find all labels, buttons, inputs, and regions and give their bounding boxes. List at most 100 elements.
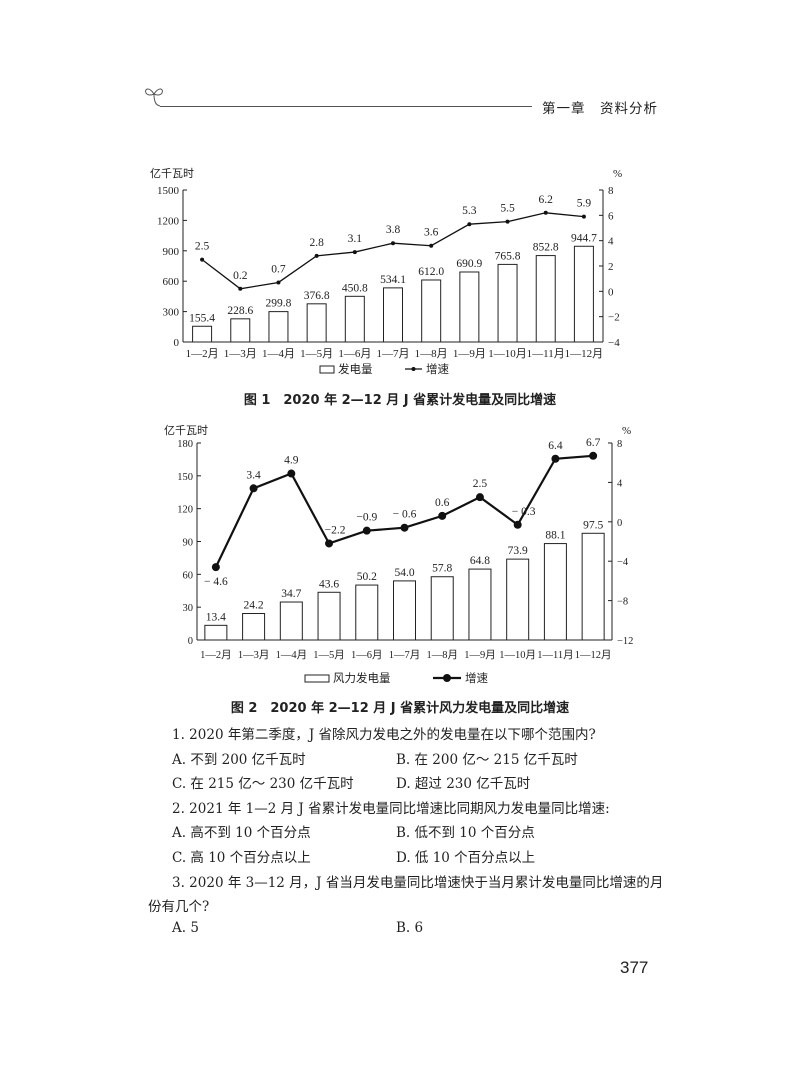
growth-value-label: 2.5	[195, 241, 210, 253]
legend-bar-swatch	[319, 365, 335, 374]
x-tick-label: 1—12月	[565, 348, 604, 360]
bar	[468, 568, 492, 641]
growth-value-label: −2.2	[325, 524, 346, 536]
y-tick-label: 90	[183, 538, 194, 549]
y2-tick-label: −4	[608, 337, 620, 349]
y2-tick-label: −8	[617, 597, 628, 608]
growth-point	[200, 257, 205, 262]
legend-line-label: 增速	[465, 671, 488, 685]
header-rule	[160, 106, 532, 107]
legend-line-dot	[411, 367, 416, 371]
growth-value-label: − 0.3	[512, 506, 536, 518]
bar-value-label: 852.8	[533, 242, 559, 254]
growth-value-label: 5.5	[500, 203, 515, 215]
growth-value-label: 0.6	[435, 497, 450, 509]
bar	[459, 271, 480, 343]
x-tick-label: 1—11月	[537, 649, 573, 661]
y-tick-label: 0	[174, 337, 180, 349]
y2-tick-label: −12	[617, 636, 633, 647]
bar-value-label: 57.8	[432, 563, 452, 575]
growth-point	[505, 219, 510, 224]
bar	[268, 311, 289, 343]
bar	[535, 255, 556, 343]
y-tick-label: 30	[183, 603, 194, 614]
bar-value-label: 765.8	[495, 250, 521, 262]
bar-value-label: 88.1	[545, 530, 565, 542]
x-tick-label: 1—2月	[200, 649, 232, 661]
growth-point	[581, 214, 586, 219]
question-3: 3. 2020 年 3—12 月，J 省当月发电量同比增速快于当月累计发电量同比…	[172, 875, 664, 891]
bar-value-label: 50.2	[357, 571, 377, 583]
option-2a: A. 高不到 10 个百分点	[172, 825, 311, 841]
legend-line-label: 增速	[426, 362, 449, 376]
sprout-icon	[145, 88, 163, 107]
legend-bar-label: 风力发电量	[333, 671, 391, 685]
y-tick-label: 180	[177, 439, 193, 450]
x-tick-label: 1—9月	[453, 348, 486, 360]
figure-caption: 图 1 2020 年 2—12 月 J 省累计发电量及同比增速	[244, 392, 556, 408]
bar	[543, 543, 567, 641]
option-1d: D. 超过 230 亿千瓦时	[396, 776, 531, 792]
bar	[242, 613, 266, 641]
x-tick-label: 1—3月	[224, 348, 257, 360]
x-tick-label: 1—8月	[426, 649, 458, 661]
bar-value-label: 299.8	[266, 298, 292, 310]
legend-bar-swatch	[304, 674, 330, 683]
bar-value-label: 97.5	[583, 519, 603, 531]
y-tick-label: 900	[163, 246, 180, 258]
page-number: 377	[620, 958, 649, 977]
bar	[306, 303, 327, 343]
question-1: 1. 2020 年第二季度，J 省除风力发电之外的发电量在以下哪个范围内?	[172, 727, 596, 743]
y-tick-label: 1500	[157, 185, 180, 197]
bar-value-label: 43.6	[319, 578, 339, 590]
growth-point	[362, 526, 371, 535]
bar-value-label: 228.6	[227, 305, 253, 317]
bar	[204, 624, 228, 641]
y2-tick-label: 4	[608, 236, 614, 248]
growth-value-label: 0.2	[233, 270, 248, 282]
growth-point	[475, 493, 484, 502]
growth-value-label: 6.2	[539, 194, 554, 206]
growth-value-label: − 0.6	[393, 509, 417, 521]
growth-value-label: − 4.6	[204, 576, 228, 588]
bar-value-label: 376.8	[304, 290, 330, 302]
growth-point	[429, 243, 434, 248]
y-tick-label: 120	[177, 505, 193, 516]
y2-tick-label: 4	[617, 478, 623, 489]
x-tick-label: 1—10月	[488, 348, 527, 360]
growth-value-label: 6.4	[548, 440, 563, 452]
growth-point	[314, 253, 319, 258]
bar-value-label: 64.8	[470, 555, 490, 567]
y2-axis-unit: %	[622, 425, 631, 437]
question-2: 2. 2021 年 1—2 月 J 省累计发电量同比增速比同期风力发电量同比增速…	[172, 801, 610, 817]
y2-tick-label: 2	[608, 261, 614, 273]
x-tick-label: 1—6月	[338, 348, 371, 360]
bar	[317, 591, 341, 641]
option-2b: B. 低不到 10 个百分点	[396, 825, 535, 841]
x-tick-label: 1—9月	[464, 649, 496, 661]
bar-value-label: 450.8	[342, 282, 368, 294]
option-3a: A. 5	[172, 920, 199, 936]
growth-value-label: 5.3	[462, 205, 477, 217]
bar	[344, 295, 365, 343]
legend-bar-label: 发电量	[338, 362, 373, 376]
bar-value-label: 690.9	[456, 258, 482, 270]
bar-value-label: 612.0	[418, 266, 444, 278]
y2-tick-label: 6	[608, 210, 614, 222]
x-tick-label: 1—7月	[377, 348, 410, 360]
growth-point	[276, 280, 281, 285]
bar	[497, 263, 518, 343]
bar-value-label: 534.1	[380, 274, 406, 286]
bar-value-label: 155.4	[189, 312, 215, 324]
growth-point	[352, 250, 357, 255]
figure-caption: 图 2 2020 年 2—12 月 J 省累计风力发电量及同比增速	[231, 700, 569, 716]
y-axis-unit: 亿千瓦时	[150, 167, 194, 180]
x-tick-label: 1—2月	[186, 348, 219, 360]
growth-value-label: 0.7	[271, 263, 286, 275]
bar-value-label: 13.4	[206, 611, 226, 623]
chapter-title: 第一章 资料分析	[542, 101, 658, 117]
growth-value-label: 5.9	[577, 198, 592, 210]
growth-value-label: 3.6	[424, 227, 439, 239]
bar-value-label: 54.0	[394, 567, 414, 579]
y-tick-label: 1200	[157, 215, 180, 227]
